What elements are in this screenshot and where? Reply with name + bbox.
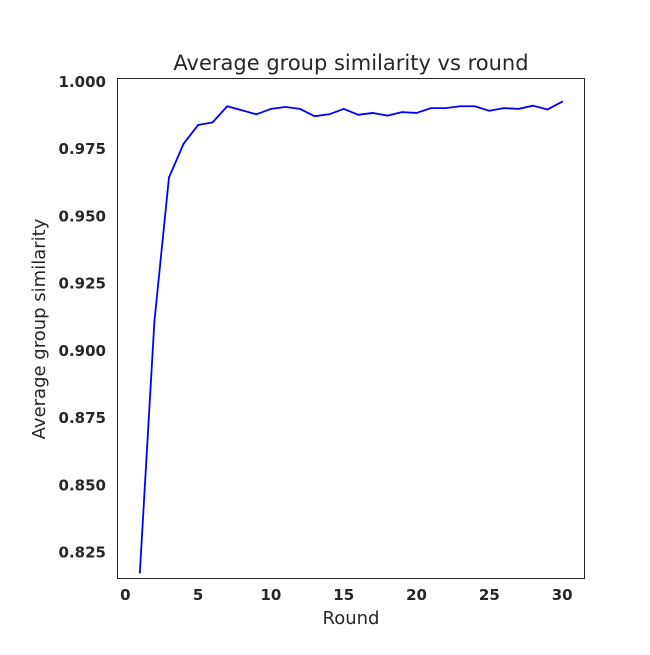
y-tick-label: 0.925 — [59, 275, 106, 293]
y-tick-label: 0.825 — [59, 543, 106, 561]
data-point — [240, 109, 243, 112]
data-point — [444, 107, 447, 110]
x-tick-label: 25 — [479, 586, 500, 604]
y-tick-labels: 0.825 0.850 0.875 0.900 0.925 0.950 0.975 1.000 — [59, 73, 106, 561]
data-point — [415, 112, 418, 114]
x-axis-label: Round — [323, 608, 380, 629]
x-tick-label: 20 — [406, 586, 427, 604]
data-point — [182, 142, 185, 145]
x-tick-label: 15 — [333, 586, 354, 604]
x-tick-labels: 0 5 10 15 20 25 30 — [120, 586, 573, 604]
data-point — [153, 320, 156, 323]
y-tick-label: 1.000 — [59, 73, 106, 91]
y-tick-label: 0.950 — [59, 207, 106, 225]
data-point — [386, 114, 389, 117]
data-point — [138, 571, 141, 574]
data-point — [284, 106, 287, 108]
data-point — [342, 108, 345, 110]
y-tick-label: 0.900 — [59, 342, 106, 360]
data-point — [488, 109, 491, 112]
series-layer — [138, 100, 564, 574]
y-axis-label: Average group similarity — [29, 218, 50, 439]
plot-frame — [117, 78, 585, 579]
series-line — [138, 100, 563, 573]
data-point — [401, 111, 403, 114]
data-point — [430, 107, 432, 110]
x-tick-label: 5 — [193, 586, 203, 604]
data-point — [270, 108, 272, 110]
x-tick-label: 10 — [260, 586, 281, 604]
data-point — [255, 113, 258, 116]
data-point — [211, 121, 214, 124]
data-point — [226, 105, 229, 108]
data-point — [459, 105, 462, 108]
data-point — [328, 113, 331, 116]
y-tick-label: 0.875 — [59, 409, 106, 427]
data-point — [168, 176, 170, 179]
x-tick-label: 0 — [120, 586, 130, 604]
data-point — [313, 115, 316, 118]
chart-title: Average group similarity vs round — [173, 51, 528, 75]
y-tick-label: 0.850 — [59, 476, 106, 494]
data-point — [561, 100, 564, 103]
data-point — [197, 124, 199, 126]
y-tick-label: 0.975 — [59, 140, 106, 158]
x-tick-label: 30 — [552, 586, 573, 604]
data-point — [473, 105, 476, 108]
data-point — [503, 107, 505, 110]
data-point — [371, 112, 374, 114]
data-point — [357, 113, 360, 116]
data-point — [532, 104, 534, 107]
data-point — [517, 108, 520, 110]
data-point — [546, 108, 549, 111]
data-point — [299, 108, 301, 110]
